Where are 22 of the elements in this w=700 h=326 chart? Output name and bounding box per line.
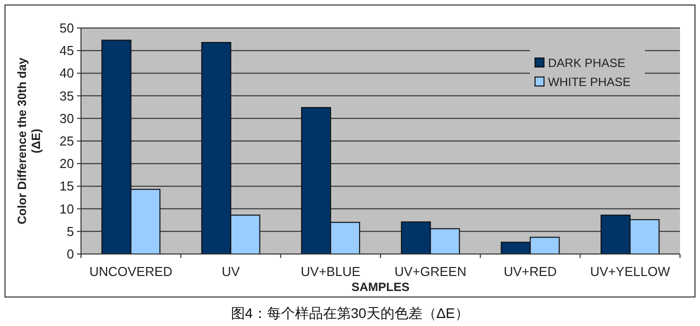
x-tick-label: UV+BLUE	[300, 264, 361, 279]
legend-label: WHITE PHASE	[548, 75, 631, 89]
y-tick-label: 0	[66, 246, 74, 262]
legend-label: DARK PHASE	[548, 56, 626, 70]
y-tick-label: 5	[66, 224, 74, 239]
y-axis-title: Color Difference the 30th day (ΔE)	[15, 57, 43, 224]
y-tick-label: 25	[60, 134, 74, 148]
x-tick-label: UV+RED	[504, 264, 557, 279]
y-tick-label: 20	[60, 156, 74, 172]
y-tick-label: 15	[60, 178, 74, 194]
y-tick-label: 35	[60, 88, 74, 104]
x-axis-title: SAMPLES	[351, 280, 410, 294]
y-tick-label: 50	[60, 20, 74, 36]
y-tick-label: 30	[60, 110, 74, 126]
x-tick-label: UV+YELLOW	[590, 264, 671, 279]
y-tick-label: 40	[60, 66, 74, 81]
y-tick-label: 10	[60, 201, 74, 216]
x-tick-label: UNCOVERED	[89, 264, 172, 279]
y-tick-label: 45	[60, 43, 74, 58]
x-tick-label: UV+GREEN	[394, 264, 466, 279]
caption: 图4：每个样品在第30天的色差（ΔE）	[230, 305, 470, 321]
x-tick-label: UV	[222, 264, 240, 279]
